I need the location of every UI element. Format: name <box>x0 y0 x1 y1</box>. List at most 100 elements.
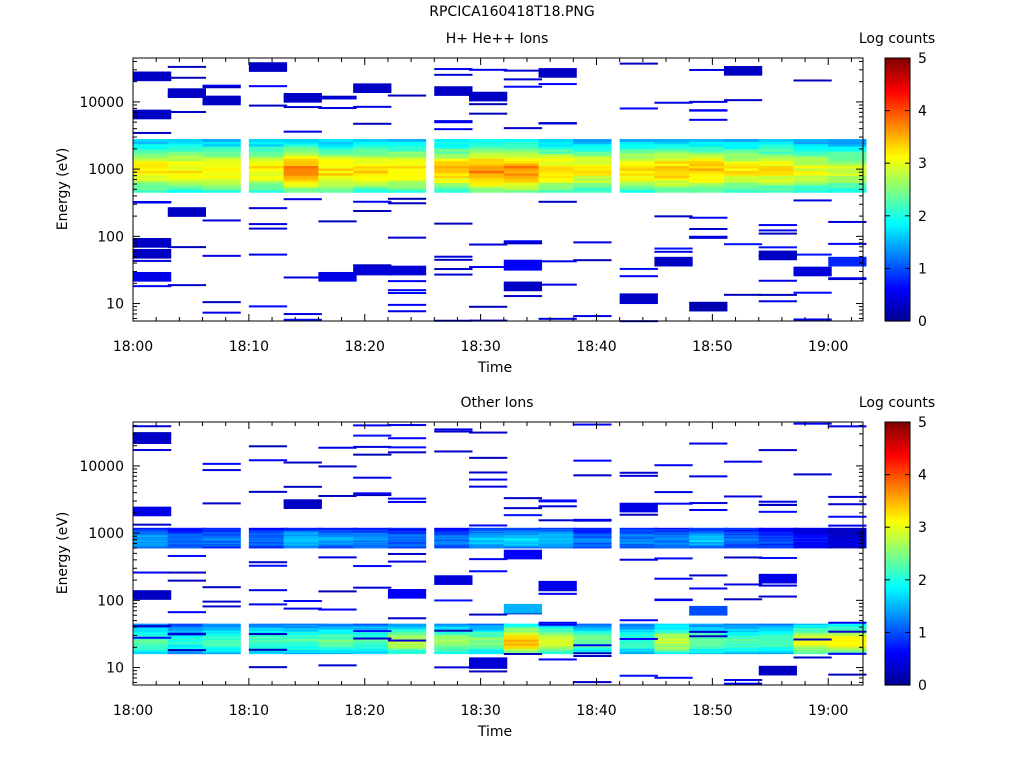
heatmap-cell <box>283 534 322 536</box>
heatmap-cell <box>469 112 508 115</box>
colorbar-segment <box>885 75 910 79</box>
heatmap-cell <box>538 637 577 640</box>
heatmap-cell <box>248 627 288 630</box>
heatmap-cell <box>654 541 693 543</box>
heatmap-cell <box>654 101 693 104</box>
heatmap-cell <box>654 648 693 651</box>
heatmap-cell <box>538 544 577 546</box>
colorbar-segment <box>885 617 910 620</box>
heatmap-cell <box>318 637 357 640</box>
heatmap-cell <box>167 644 206 646</box>
heatmap-cell <box>793 644 832 646</box>
heatmap-cell <box>133 641 172 644</box>
heatmap-cell <box>387 291 427 294</box>
heatmap-cell <box>353 528 392 531</box>
colorbar-segment <box>885 647 910 651</box>
heatmap-cell <box>353 544 392 546</box>
heatmap-cell <box>758 536 797 539</box>
heatmap-cell <box>353 530 392 532</box>
heatmap-cell <box>723 545 763 547</box>
colorbar-segment <box>885 676 910 680</box>
heatmap-cell <box>723 139 763 142</box>
heatmap-cell <box>318 271 357 282</box>
heatmap-cell <box>503 533 543 535</box>
colorbar-segment <box>885 86 910 90</box>
heatmap-cell <box>469 637 508 640</box>
heatmap-cell <box>248 305 288 308</box>
heatmap-cell <box>503 268 543 271</box>
heatmap-cell <box>654 644 693 646</box>
heatmap-cell <box>758 623 797 626</box>
heatmap-cell <box>619 275 658 278</box>
heatmap-cell <box>723 644 763 646</box>
colorbar-segment <box>885 638 910 642</box>
heatmap-cell <box>793 640 832 642</box>
heatmap-cell <box>758 535 797 537</box>
heatmap-cell <box>793 533 832 535</box>
heatmap-cell <box>503 259 543 270</box>
heatmap-cell <box>573 190 612 193</box>
heatmap-cell <box>573 177 612 181</box>
heatmap-cell <box>723 151 763 154</box>
heatmap-cell <box>434 68 473 71</box>
heatmap-cell <box>434 120 473 123</box>
colorbar-segment <box>885 474 910 478</box>
colorbar-segment <box>885 439 910 443</box>
heatmap-cells <box>133 422 867 685</box>
heatmap-cell <box>434 645 473 648</box>
heatmap-cell <box>248 163 288 167</box>
heatmap-cell <box>723 623 763 626</box>
heatmap-cell <box>248 625 288 627</box>
heatmap-cell <box>318 535 357 537</box>
heatmap-cell <box>723 652 763 655</box>
colorbar-segment <box>885 285 910 289</box>
heatmap-cell <box>573 153 612 157</box>
heatmap-cell <box>248 546 288 548</box>
heatmap-cell <box>619 547 658 549</box>
colorbar-segment <box>885 595 910 598</box>
heatmap-cell <box>723 626 763 629</box>
heatmap-cell <box>167 527 206 530</box>
colorbar-segment <box>885 492 910 495</box>
heatmap-cell <box>469 180 508 184</box>
heatmap-cell <box>828 544 867 546</box>
heatmap-cell <box>248 638 288 641</box>
heatmap-cell <box>654 676 693 679</box>
heatmap-cell <box>202 646 241 649</box>
heatmap-cell <box>318 107 357 110</box>
heatmap-cell <box>503 148 543 152</box>
heatmap-cell <box>434 545 473 547</box>
x-tick-label: 18:40 <box>576 703 616 719</box>
heatmap-cell <box>758 143 797 147</box>
heatmap-cell <box>283 130 322 133</box>
heatmap-cell <box>167 139 206 142</box>
heatmap-cell <box>318 180 357 184</box>
heatmap-cell <box>758 630 797 633</box>
heatmap-cell <box>387 634 427 637</box>
colorbar-segment <box>885 130 910 134</box>
heatmap-cell <box>689 527 728 530</box>
heatmap-cell <box>828 182 867 186</box>
heatmap-cell <box>202 462 241 465</box>
heatmap-cell <box>573 631 612 634</box>
heatmap-cell <box>133 536 172 539</box>
heatmap-cell <box>793 153 832 157</box>
heatmap-cell <box>248 652 288 655</box>
colorbar-tick-label: 1 <box>918 261 927 277</box>
colorbar-segment <box>885 112 910 116</box>
heatmap-cell <box>283 648 322 651</box>
heatmap-cell <box>619 529 658 531</box>
heatmap-cell <box>793 534 832 536</box>
x-tick-label: 18:50 <box>692 703 732 719</box>
heatmap-cell <box>503 529 543 531</box>
heatmap-cell <box>434 175 473 179</box>
heatmap-cell <box>202 537 241 540</box>
heatmap-cell <box>353 180 392 184</box>
colorbar-segment <box>885 422 910 425</box>
heatmap-cell <box>503 644 543 646</box>
heatmap-cell <box>202 528 241 531</box>
colorbar-segment <box>885 544 910 548</box>
heatmap-cell <box>387 536 427 538</box>
heatmap-cell <box>619 627 658 630</box>
heatmap-cell <box>167 541 206 543</box>
